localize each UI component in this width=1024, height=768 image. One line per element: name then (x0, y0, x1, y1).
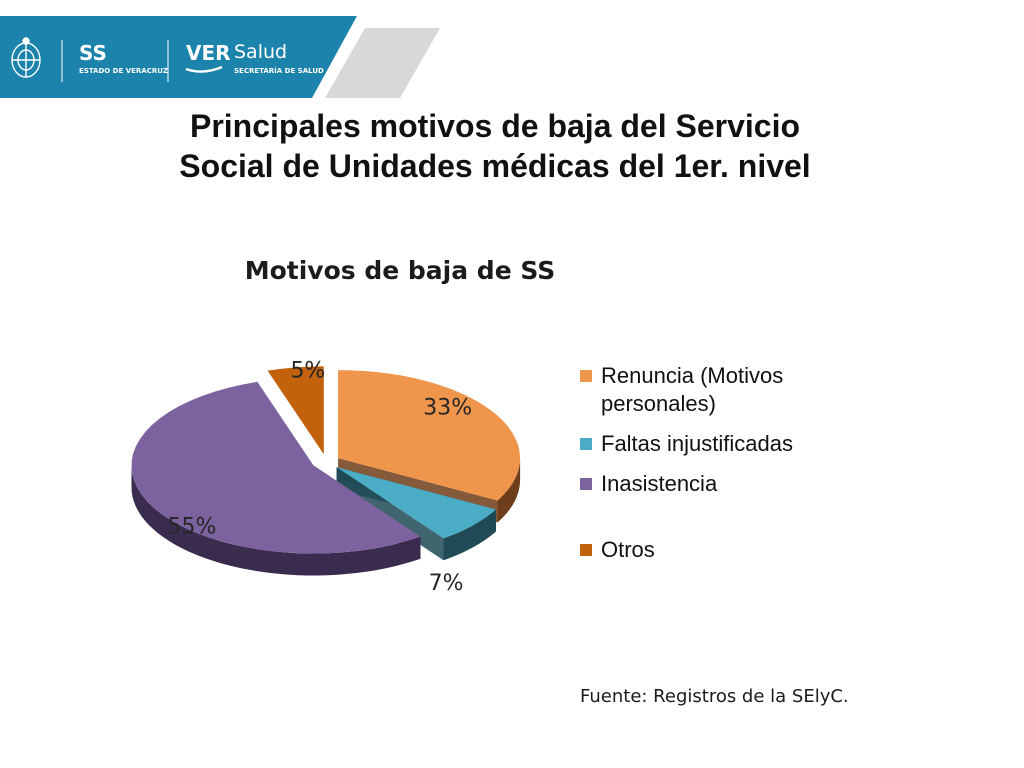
pie-slice-2 (131, 381, 421, 554)
data-label-1: 7% (429, 571, 464, 596)
slide-title-line-1: Principales motivos de baja del Servicio (189, 108, 800, 144)
legend-item-2: Inasistencia (580, 470, 840, 498)
legend-item-0: Renuncia (Motivos personales) (580, 362, 840, 418)
source-note: Fuente: Registros de la SElyC. (580, 686, 849, 707)
data-label-3: 5% (290, 359, 325, 384)
org-prefix-right: VER (186, 41, 231, 65)
pie-slice-3 (267, 366, 324, 455)
pie-slice-side-2 (131, 465, 421, 576)
org-abbr-right: Salud (234, 41, 288, 63)
legend-label-1: Faltas injustificadas (601, 431, 793, 456)
header-blue-band (0, 16, 357, 98)
ver-logo-swoosh-icon (185, 65, 223, 73)
org-name-left: ESTADO DE VERACRUZ (79, 67, 168, 75)
veracruz-shield-icon (11, 37, 41, 78)
legend-label-3: Otros (601, 537, 655, 562)
legend-item-3: Otros (580, 536, 840, 564)
chart-legend: Renuncia (Motivos personales) Faltas inju… (580, 362, 840, 576)
legend-swatch-1 (580, 438, 592, 450)
legend-swatch-0 (580, 370, 592, 382)
legend-swatch-3 (580, 544, 592, 556)
legend-label-2: Inasistencia (601, 471, 718, 496)
legend-label-0: Renuncia (Motivos personales) (601, 363, 784, 416)
org-name-right: SECRETARÍA DE SALUD (234, 67, 324, 75)
data-label-0: 33% (423, 396, 472, 421)
data-label-2: 55% (168, 515, 217, 540)
org-abbr-left: SS (79, 41, 107, 65)
pie-slice-side-0 (497, 458, 521, 523)
legend-item-1: Faltas injustificadas (580, 430, 840, 458)
slide-title: Principales motivos de baja del Servicio… (100, 106, 890, 186)
header-gray-stripe (325, 28, 440, 98)
pie-slice-0 (338, 370, 520, 501)
header-graphic (0, 16, 440, 98)
chart-title: Motivos de baja de SS (244, 256, 556, 285)
header-band: SS ESTADO DE VERACRUZ VER Salud SECRETAR… (0, 0, 1024, 100)
legend-swatch-2 (580, 478, 592, 490)
slide-title-line-2: Social de Unidades médicas del 1er. nive… (179, 148, 811, 184)
pie-slice-1 (336, 467, 496, 539)
